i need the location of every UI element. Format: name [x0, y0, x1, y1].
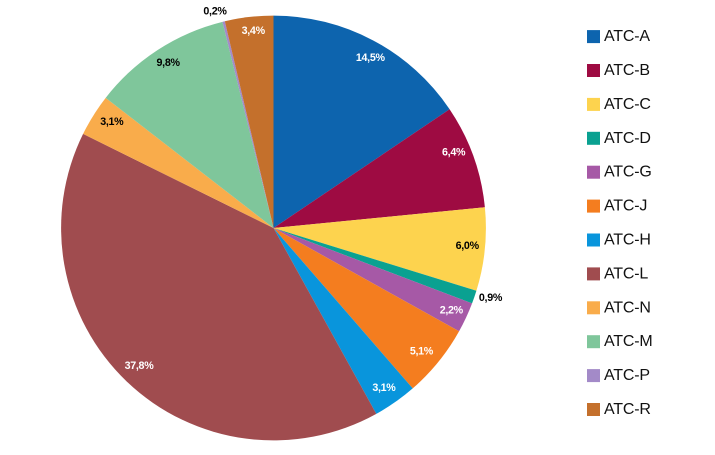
svg-text:ATC-A: ATC-A	[604, 28, 650, 45]
svg-text:5,1%: 5,1%	[410, 345, 434, 357]
svg-text:6,0%: 6,0%	[456, 240, 480, 252]
svg-text:ATC-L: ATC-L	[604, 265, 648, 282]
svg-text:37,8%: 37,8%	[125, 360, 155, 372]
svg-text:9,8%: 9,8%	[157, 57, 181, 69]
svg-text:0,2%: 0,2%	[203, 6, 227, 18]
svg-text:ATC-R: ATC-R	[604, 401, 651, 418]
svg-text:3,4%: 3,4%	[242, 25, 266, 37]
svg-text:ATC-M: ATC-M	[604, 333, 652, 350]
svg-text:ATC-G: ATC-G	[604, 164, 652, 181]
svg-text:ATC-P: ATC-P	[604, 367, 650, 384]
svg-text:6,4%: 6,4%	[442, 147, 466, 159]
svg-text:ATC-D: ATC-D	[604, 130, 651, 147]
svg-text:ATC-N: ATC-N	[604, 299, 651, 316]
svg-text:ATC-H: ATC-H	[604, 232, 651, 249]
svg-text:3,1%: 3,1%	[100, 116, 124, 128]
svg-text:0,9%: 0,9%	[479, 292, 503, 304]
svg-text:ATC-C: ATC-C	[604, 96, 651, 113]
svg-text:ATC-B: ATC-B	[604, 62, 650, 79]
svg-text:14,5%: 14,5%	[356, 52, 386, 64]
svg-text:ATC-J: ATC-J	[604, 198, 647, 215]
svg-text:2,2%: 2,2%	[440, 305, 464, 317]
svg-text:3,1%: 3,1%	[372, 382, 396, 394]
